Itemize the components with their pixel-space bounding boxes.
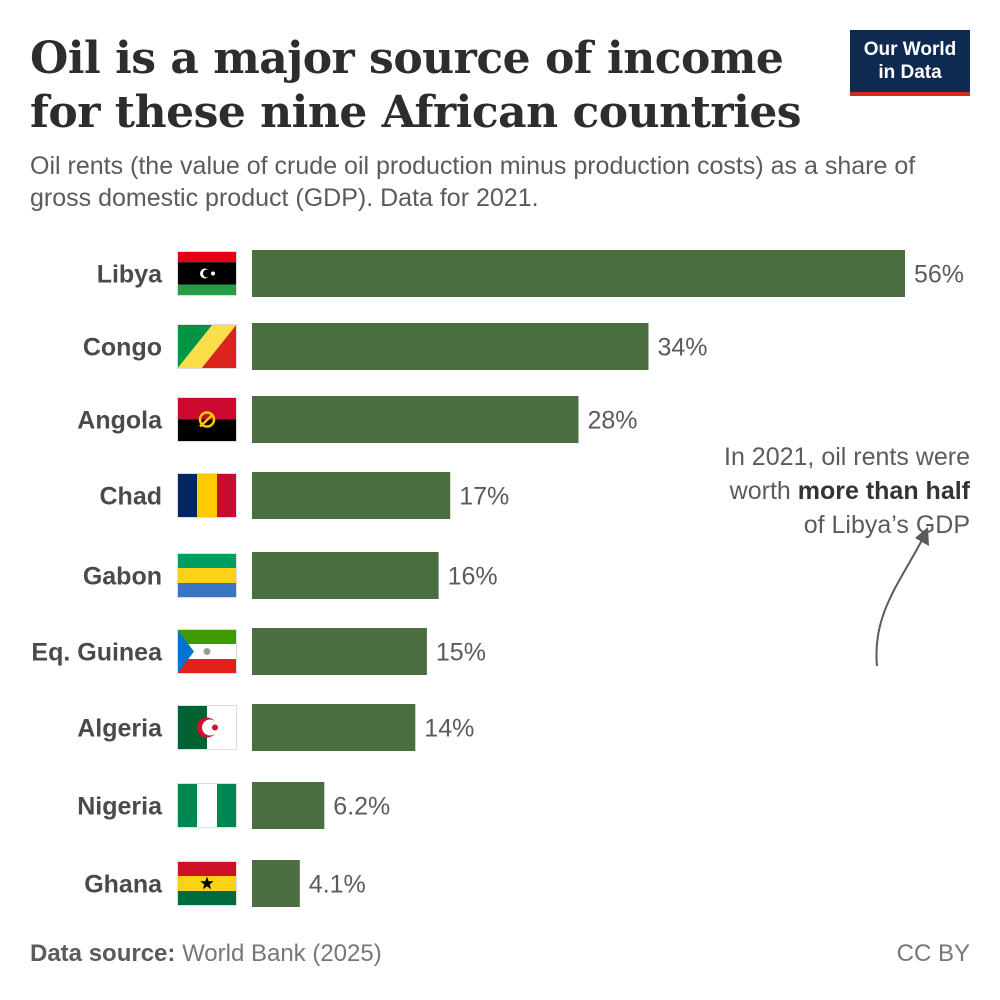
category-label: Chad (100, 483, 163, 511)
bar-chad[interactable] (252, 472, 451, 519)
category-label: Libya (97, 261, 163, 289)
category-label: Algeria (77, 715, 163, 743)
category-label: Angola (77, 407, 163, 435)
nigeria-flag (177, 783, 237, 828)
data-source-label: Data source: (30, 940, 176, 967)
value-label: 4.1% (309, 871, 366, 899)
owid-logo[interactable]: Our World in Data (850, 30, 970, 96)
value-label: 17% (459, 483, 509, 511)
value-label: 14% (424, 715, 474, 743)
data-source: Data source: World Bank (2025) (30, 940, 382, 968)
bar-libya[interactable] (252, 250, 905, 297)
category-label: Congo (83, 334, 162, 362)
value-label: 34% (658, 334, 708, 362)
data-source-value[interactable]: World Bank (2025) (182, 940, 382, 967)
annotation-line-1: In 2021, oil rents were (724, 443, 970, 471)
logo-line-2: in Data (878, 62, 942, 83)
chart-subtitle: Oil rents (the value of crude oil produc… (30, 152, 916, 212)
bar-eq-guinea[interactable] (252, 628, 427, 675)
value-label: 16% (448, 563, 498, 591)
logo-line-1: Our World (863, 39, 957, 60)
congo-flag (177, 324, 237, 369)
gabon-flag (177, 553, 237, 598)
value-label: 6.2% (333, 793, 390, 821)
annotation-line-2-prefix: worth (729, 477, 798, 505)
value-label: 28% (588, 407, 638, 435)
bar-nigeria[interactable] (252, 782, 325, 829)
libya-flag (177, 251, 237, 296)
bar-algeria[interactable] (252, 704, 416, 751)
value-label: 15% (436, 639, 486, 667)
chart-title: Oil is a major source of income for thes… (30, 33, 802, 138)
annotation-emphasis: more than half (797, 477, 970, 505)
eq-guinea-flag (177, 629, 237, 674)
bar-angola[interactable] (252, 396, 579, 443)
category-label: Ghana (84, 871, 163, 899)
chad-flag (177, 473, 237, 518)
angola-flag (177, 397, 237, 442)
category-label: Eq. Guinea (31, 639, 163, 667)
algeria-flag (177, 705, 237, 750)
bar-gabon[interactable] (252, 552, 439, 599)
libya-annotation: In 2021, oil rents were worth more than … (670, 440, 970, 542)
license[interactable]: CC BY (896, 940, 970, 967)
value-label: 56% (914, 261, 964, 289)
bar-ghana[interactable] (252, 860, 300, 907)
annotation-arrow (875, 539, 923, 667)
bar-chart: Libya 56% Congo 34% Angola 28% Chad 17% Gabon 16%… (31, 250, 964, 907)
bar-congo[interactable] (252, 323, 649, 370)
annotation-line-3: of Libya’s GDP (803, 511, 970, 539)
annotation-arrowhead (915, 527, 929, 546)
category-label: Gabon (83, 563, 162, 591)
ghana-flag (177, 861, 237, 906)
annotation-line-2: worth more than half (670, 474, 970, 508)
category-label: Nigeria (77, 793, 163, 821)
